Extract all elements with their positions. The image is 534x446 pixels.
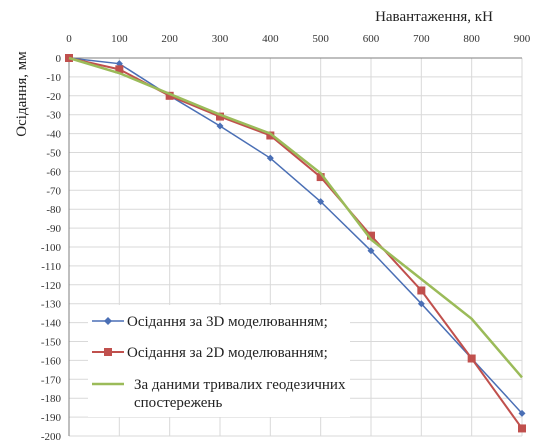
x-tick-label: 600 [363, 33, 380, 45]
x-tick-label: 0 [66, 33, 72, 45]
legend-marker-2d [104, 348, 112, 356]
data-point [165, 91, 174, 100]
data-point [266, 131, 275, 140]
x-tick-label: 200 [161, 33, 178, 45]
x-tick-label: 900 [514, 33, 531, 45]
y-tick-label: -100 [41, 242, 62, 254]
y-tick-label: -190 [41, 412, 62, 424]
legend-label-geodetic-line1: За даними тривалих геодезичних [134, 377, 346, 393]
legend: Осідання за 3D моделюванням; Осідання за… [88, 305, 350, 417]
y-tick-label: -60 [46, 166, 61, 178]
y-tick-label: -90 [46, 223, 61, 235]
legend-label-geodetic-line2: спостережень [134, 395, 222, 411]
data-point [467, 354, 476, 363]
y-tick-label: -170 [41, 374, 62, 386]
y-tick-label: -160 [41, 355, 62, 367]
series-line [68, 57, 523, 414]
data-point [367, 247, 375, 255]
legend-marker-3d [104, 317, 112, 325]
y-tick-label: -110 [41, 261, 61, 273]
data-point [316, 173, 325, 182]
tick-labels: 0 100 200 300 400 500 600 700 800 900 0 -10 -20 -30 -4… [41, 33, 531, 443]
data-point [417, 286, 426, 295]
data-point [518, 409, 526, 417]
data-point [216, 122, 224, 130]
data-point [417, 300, 425, 308]
series-layer [65, 54, 526, 433]
data-point [115, 65, 124, 74]
y-tick-label: -150 [41, 337, 62, 349]
legend-background [88, 305, 350, 417]
data-point [518, 424, 526, 433]
y-tick-label: -20 [46, 91, 61, 103]
axes [68, 57, 522, 436]
series-line [68, 56, 523, 379]
y-tick-label: -50 [46, 148, 61, 160]
y-tick-label: -200 [41, 431, 62, 443]
y-tick-label: -130 [41, 299, 62, 311]
x-tick-label: 500 [312, 33, 329, 45]
y-tick-label: -10 [46, 72, 61, 84]
x-tick-label: 800 [463, 33, 480, 45]
x-tick-label: 100 [111, 33, 128, 45]
legend-label-geodetic: За даними тривалих геодезичних спостереж… [134, 377, 349, 411]
x-tick-label: 400 [262, 33, 279, 45]
y-tick-label: -70 [46, 185, 61, 197]
y-tick-label: -40 [46, 129, 61, 141]
y-tick-label: -120 [41, 280, 62, 292]
data-point [367, 231, 375, 240]
x-tick-label: 700 [413, 33, 430, 45]
data-point [317, 198, 325, 206]
y-tick-label: -80 [46, 204, 61, 216]
y-tick-label: -30 [46, 110, 61, 122]
x-tick-label: 300 [212, 33, 229, 45]
data-point [216, 112, 224, 121]
y-tick-label: -140 [41, 318, 62, 330]
y-tick-label: -180 [41, 393, 62, 405]
legend-label-2d: Осідання за 2D моделюванням; [127, 345, 328, 361]
legend-label-3d: Осідання за 3D моделюванням; [127, 314, 328, 330]
data-point [266, 154, 274, 162]
x-axis-title: Навантаження, кН [375, 9, 493, 25]
y-axis-title: Осідання, мм [14, 51, 30, 137]
y-tick-label: 0 [56, 53, 62, 65]
